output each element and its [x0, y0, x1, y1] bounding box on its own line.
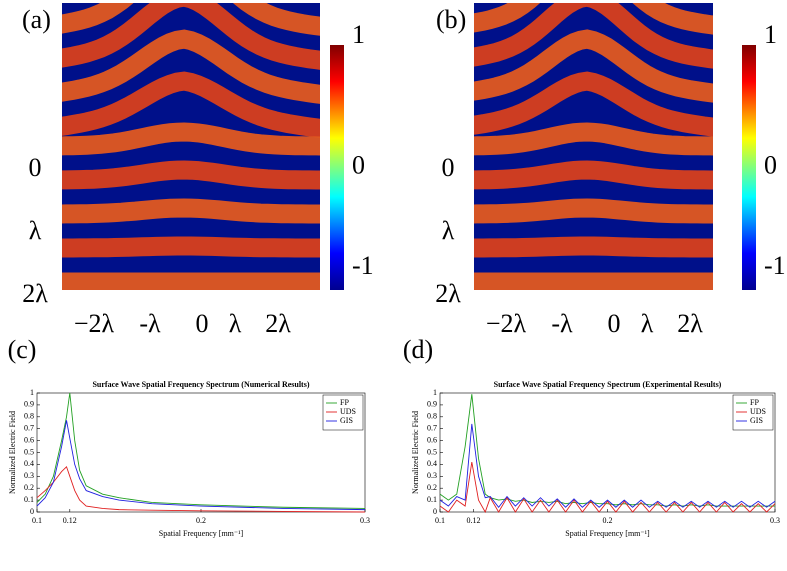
legend-label: UDS: [750, 407, 766, 416]
colorbar-tick-label: 0: [352, 150, 365, 179]
y-tick-label: 0.6: [427, 435, 437, 444]
y-tick-label: 1: [433, 388, 437, 397]
x-tick-label: -λ: [551, 309, 573, 338]
colorbar-tick-label: 1: [352, 20, 365, 49]
y-tick-label: 2λ: [22, 279, 48, 308]
field-band: [62, 29, 320, 104]
field-band: [474, 236, 713, 258]
x-tick-label: 0: [608, 309, 621, 338]
x-tick-label: -λ: [139, 309, 161, 338]
series-line: [36, 420, 366, 511]
y-tick-label: 0.1: [427, 495, 437, 504]
legend-label: FP: [750, 398, 759, 407]
colorbar-tick-label: 0: [764, 150, 777, 179]
x-tick-label: λ: [641, 309, 654, 338]
field-band: [62, 160, 320, 190]
x-tick-label: 0.3: [360, 516, 370, 525]
panel-label: (b): [436, 5, 466, 34]
field-pattern: [62, 3, 320, 290]
x-tick-label: −2λ: [74, 309, 115, 338]
series-line: [36, 465, 366, 513]
y-tick-label: 0: [29, 153, 42, 182]
x-axis-label: Spatial Frequency [mm⁻¹]: [565, 529, 650, 538]
series-line: [439, 461, 776, 514]
legend-label: UDS: [340, 407, 356, 416]
series-line: [36, 392, 366, 509]
legend-label: FP: [340, 398, 349, 407]
x-tick-label: 0.2: [196, 516, 206, 525]
field-band: [62, 236, 320, 258]
y-tick-label: 0.5: [24, 447, 34, 456]
x-axis-label: Spatial Frequency [mm⁻¹]: [159, 529, 244, 538]
legend-box: [322, 394, 364, 431]
y-tick-label: 0.3: [427, 471, 437, 480]
y-tick-label: 0.4: [427, 459, 437, 468]
panel-label: (c): [8, 335, 37, 364]
y-tick-label: 0.5: [427, 447, 437, 456]
y-tick-label: 0.8: [427, 412, 437, 421]
field-band: [474, 29, 713, 103]
panel-label: (d): [403, 335, 433, 364]
x-tick-label: λ: [229, 309, 242, 338]
chart-title: Surface Wave Spatial Frequency Spectrum …: [92, 380, 309, 389]
legend-box: [732, 394, 774, 431]
y-tick-label: 0.9: [427, 400, 437, 409]
y-tick-label: 0: [30, 507, 34, 516]
colorbar-tick-label: 1: [764, 20, 777, 49]
x-tick-label: 2λ: [265, 309, 291, 338]
plot-area: [439, 392, 776, 513]
y-tick-label: λ: [442, 216, 455, 245]
field-band: [62, 3, 320, 70]
field-band: [62, 122, 320, 156]
y-tick-label: 0.6: [24, 435, 34, 444]
x-tick-label: 2λ: [677, 309, 703, 338]
field-band: [474, 3, 713, 69]
colorbar-tick-label: -1: [764, 251, 786, 280]
field-band: [474, 198, 713, 224]
y-tick-label: 0.7: [24, 424, 34, 433]
y-tick-label: 0: [433, 507, 437, 516]
x-tick-label: 0.3: [770, 516, 780, 525]
y-axis-label: Normalized Electric Field: [411, 411, 420, 494]
y-tick-label: 0.7: [427, 424, 437, 433]
y-tick-label: 1: [30, 388, 34, 397]
y-tick-label: 0.9: [24, 400, 34, 409]
field-pattern: [474, 3, 713, 290]
field-band: [62, 3, 320, 36]
field-band: [62, 71, 320, 138]
legend-label: GIS: [340, 416, 353, 425]
field-band: [474, 160, 713, 190]
y-tick-label: 0.1: [24, 495, 34, 504]
y-tick-label: 0.2: [24, 483, 34, 492]
field-band: [474, 3, 713, 35]
x-tick-label: 0.2: [603, 516, 613, 525]
x-tick-label: −2λ: [486, 309, 527, 338]
y-tick-label: 0.2: [427, 483, 437, 492]
panel-label: (a): [22, 5, 51, 34]
x-tick-label: 0.12: [63, 516, 77, 525]
y-tick-label: λ: [29, 216, 42, 245]
chart-title: Surface Wave Spatial Frequency Spectrum …: [494, 380, 722, 389]
colorbar: [742, 45, 756, 290]
field-band: [474, 122, 713, 156]
legend-label: GIS: [750, 416, 763, 425]
x-tick-label: 0.12: [467, 516, 481, 525]
y-tick-label: 0.4: [24, 459, 34, 468]
y-axis-label: Normalized Electric Field: [8, 411, 17, 494]
field-band: [474, 71, 713, 137]
x-tick-label: 0.1: [435, 516, 445, 525]
colorbar-tick-label: -1: [352, 251, 374, 280]
field-band: [62, 198, 320, 224]
colorbar: [330, 45, 344, 290]
x-tick-label: 0: [196, 309, 209, 338]
y-tick-label: 0.3: [24, 471, 34, 480]
x-tick-label: 0.1: [32, 516, 42, 525]
y-tick-label: 2λ: [435, 279, 461, 308]
plot-area: [36, 392, 366, 513]
y-tick-label: 0: [442, 153, 455, 182]
y-tick-label: 0.8: [24, 412, 34, 421]
series-line: [439, 423, 776, 508]
